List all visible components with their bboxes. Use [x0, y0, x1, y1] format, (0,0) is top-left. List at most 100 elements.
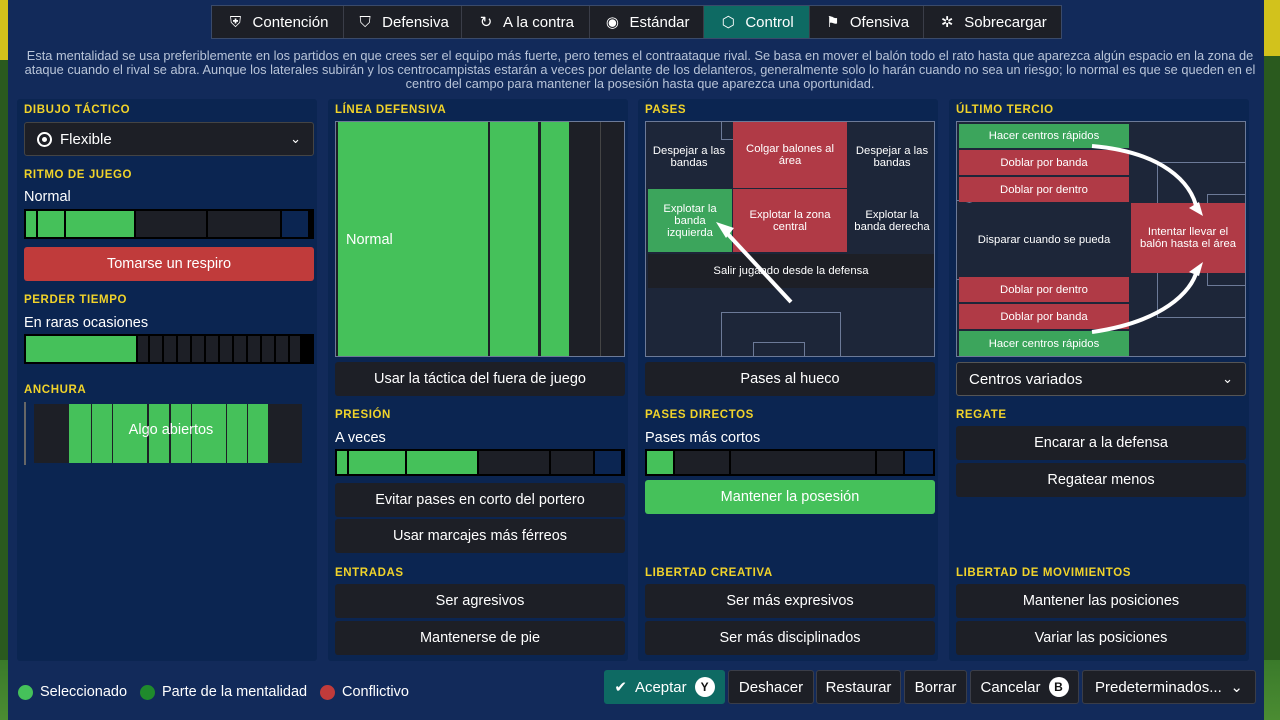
tab-defensiva[interactable]: ⛉ Defensiva [344, 6, 462, 38]
background-strip-right [1264, 0, 1280, 56]
roam-button[interactable]: Variar las posiciones [956, 621, 1246, 655]
directness-slider[interactable] [645, 449, 935, 476]
pass-arrow-icon [716, 222, 793, 304]
timewasting-slider[interactable] [24, 334, 314, 364]
zone-early-cross-bottom[interactable]: Hacer centros rápidos [959, 331, 1129, 356]
legend-label: Parte de la mentalidad [162, 684, 308, 700]
zone-exploit-right[interactable]: Explotar la banda derecha [854, 208, 930, 233]
tempo-value: Normal [24, 189, 71, 205]
tab-a-la-contra[interactable]: ↻ A la contra [462, 6, 590, 38]
target-icon [37, 131, 52, 147]
panel-passing: PASES Despejar a las bandas Colgar balon… [638, 99, 938, 661]
panel-defence: LÍNEA DEFENSIVA Normal Usar la táctica d… [328, 99, 628, 661]
keep-possession-button[interactable]: Mantener la posesión [645, 480, 935, 514]
attack-icon: ⚑ [826, 14, 840, 31]
zone-early-cross-top[interactable]: Hacer centros rápidos [959, 124, 1129, 148]
undo-button[interactable]: Deshacer [728, 670, 814, 704]
defensive-line-slider[interactable]: Normal [335, 121, 625, 357]
legend-label: Seleccionado [40, 684, 128, 700]
chevron-down-icon: ⌄ [1230, 679, 1243, 696]
zone-exploit-center[interactable]: Explotar la zona central [733, 189, 847, 252]
passing-zones-pitch: Despejar a las bandas Colgar balones al … [645, 121, 935, 357]
final-third-arrows-icon [1091, 144, 1203, 334]
formation-value: Flexible [60, 130, 112, 148]
accept-button[interactable]: ✔ Aceptar Y [604, 670, 725, 704]
chevron-down-icon: ⌄ [1222, 371, 1233, 386]
timewasting-value: En raras ocasiones [24, 315, 149, 331]
tab-label: Sobrecargar [964, 13, 1047, 31]
pressing-value: A veces [335, 430, 386, 446]
pressing-slider[interactable] [335, 449, 625, 476]
tab-label: Estándar [629, 13, 690, 31]
tackle-stay-feet-button[interactable]: Mantenerse de pie [335, 621, 625, 655]
offside-trap-button[interactable]: Usar la táctica del fuera de juego [335, 362, 625, 396]
tab-ofensiva[interactable]: ⚑ Ofensiva [810, 6, 924, 38]
control-icon: ⬡ [721, 14, 735, 31]
zone-hit-area[interactable]: Colgar balones al área [733, 122, 847, 188]
tab-sobrecargar[interactable]: ✲ Sobrecargar [924, 6, 1061, 38]
tackle-aggressive-button[interactable]: Ser agresivos [335, 584, 625, 618]
run-at-defence-button[interactable]: Encarar a la defensa [956, 426, 1246, 460]
section-title: LIBERTAD CREATIVA [645, 567, 773, 579]
zone-underlap-top[interactable]: Doblar por dentro [959, 177, 1129, 202]
defensive-line-value: Normal [346, 232, 393, 248]
section-title: PRESIÓN [335, 409, 391, 421]
zone-underlap-bottom[interactable]: Doblar por dentro [959, 277, 1129, 302]
tab-label: Control [745, 13, 794, 31]
cancel-button[interactable]: Cancelar B [970, 670, 1079, 704]
tab-control[interactable]: ⬡ Control [704, 6, 810, 38]
tab-contencion[interactable]: ⛨ Contención [212, 6, 344, 38]
zone-shoot[interactable]: Disparar cuando se pueda [959, 203, 1129, 277]
legend-selected: Seleccionado [18, 684, 127, 700]
accept-label: Aceptar [634, 678, 687, 696]
section-title: LÍNEA DEFENSIVA [335, 104, 447, 116]
crossing-dropdown[interactable]: Centros variados ⌄ [956, 362, 1246, 396]
tab-label: Ofensiva [849, 13, 910, 31]
section-title: RITMO DE JUEGO [24, 169, 133, 181]
distribution-button[interactable]: Evitar pases en corto del portero [335, 483, 625, 517]
width-value: Algo abiertos [128, 422, 214, 438]
tab-label: A la contra [503, 13, 574, 31]
reset-button[interactable]: Restaurar [816, 670, 901, 704]
dark-green-dot-icon [140, 684, 155, 700]
zone-overlap-top[interactable]: Doblar por banda [959, 150, 1129, 175]
zone-play-out[interactable]: Salir jugando desde la defensa [648, 254, 934, 288]
section-title: ENTRADAS [335, 567, 404, 579]
panel-build-up: DIBUJO TÁCTICO Flexible ⌄ RITMO DE JUEGO… [17, 99, 317, 661]
hold-position-button[interactable]: Mantener las posiciones [956, 584, 1246, 618]
zone-overlap-bottom[interactable]: Doblar por banda [959, 304, 1129, 329]
through-balls-button[interactable]: Pases al hueco [645, 362, 935, 396]
zone-exploit-left[interactable]: Explotar la banda izquierda [648, 189, 732, 252]
section-title: PERDER TIEMPO [24, 294, 128, 306]
presets-dropdown[interactable]: Predeterminados... ⌄ [1082, 670, 1256, 704]
dribble-less-button[interactable]: Regatear menos [956, 463, 1246, 497]
balanced-icon: ◉ [605, 14, 620, 31]
width-slider[interactable]: Algo abiertos [24, 402, 314, 465]
delete-button[interactable]: Borrar [904, 670, 967, 704]
zone-clear-left[interactable]: Despejar a las bandas [652, 145, 726, 169]
section-title: REGATE [956, 409, 1007, 421]
red-dot-icon [320, 684, 335, 700]
shield-icon: ⛉ [359, 13, 371, 31]
more-disciplined-button[interactable]: Ser más disciplinados [645, 621, 935, 655]
marking-button[interactable]: Usar marcajes más férreos [335, 519, 625, 553]
crossing-value: Centros variados [969, 370, 1083, 388]
controller-y-icon: Y [694, 677, 715, 697]
tempo-slider[interactable] [24, 209, 314, 239]
legend-mentality: Parte de la mentalidad [140, 684, 307, 700]
zone-clear-right[interactable]: Despejar a las bandas [855, 145, 929, 169]
legend-label: Conflictivo [342, 684, 409, 700]
mentality-description: Esta mentalidad se usa preferiblemente e… [24, 48, 1256, 91]
zone-work-ball[interactable]: Intentar llevar el balón hasta el área [1131, 203, 1245, 273]
tab-estandar[interactable]: ◉ Estándar [590, 6, 704, 38]
more-expressive-button[interactable]: Ser más expresivos [645, 584, 935, 618]
check-icon: ✔ [614, 679, 627, 696]
directness-value: Pases más cortos [645, 430, 761, 446]
overload-icon: ✲ [940, 14, 954, 31]
tab-label: Contención [252, 13, 329, 31]
cancel-label: Cancelar [980, 678, 1041, 696]
section-title: PASES [645, 104, 687, 116]
formation-dropdown[interactable]: Flexible ⌄ [24, 122, 314, 156]
tempo-breather-button[interactable]: Tomarse un respiro [24, 247, 314, 281]
shield-heart-icon: ⛨ [229, 13, 242, 31]
